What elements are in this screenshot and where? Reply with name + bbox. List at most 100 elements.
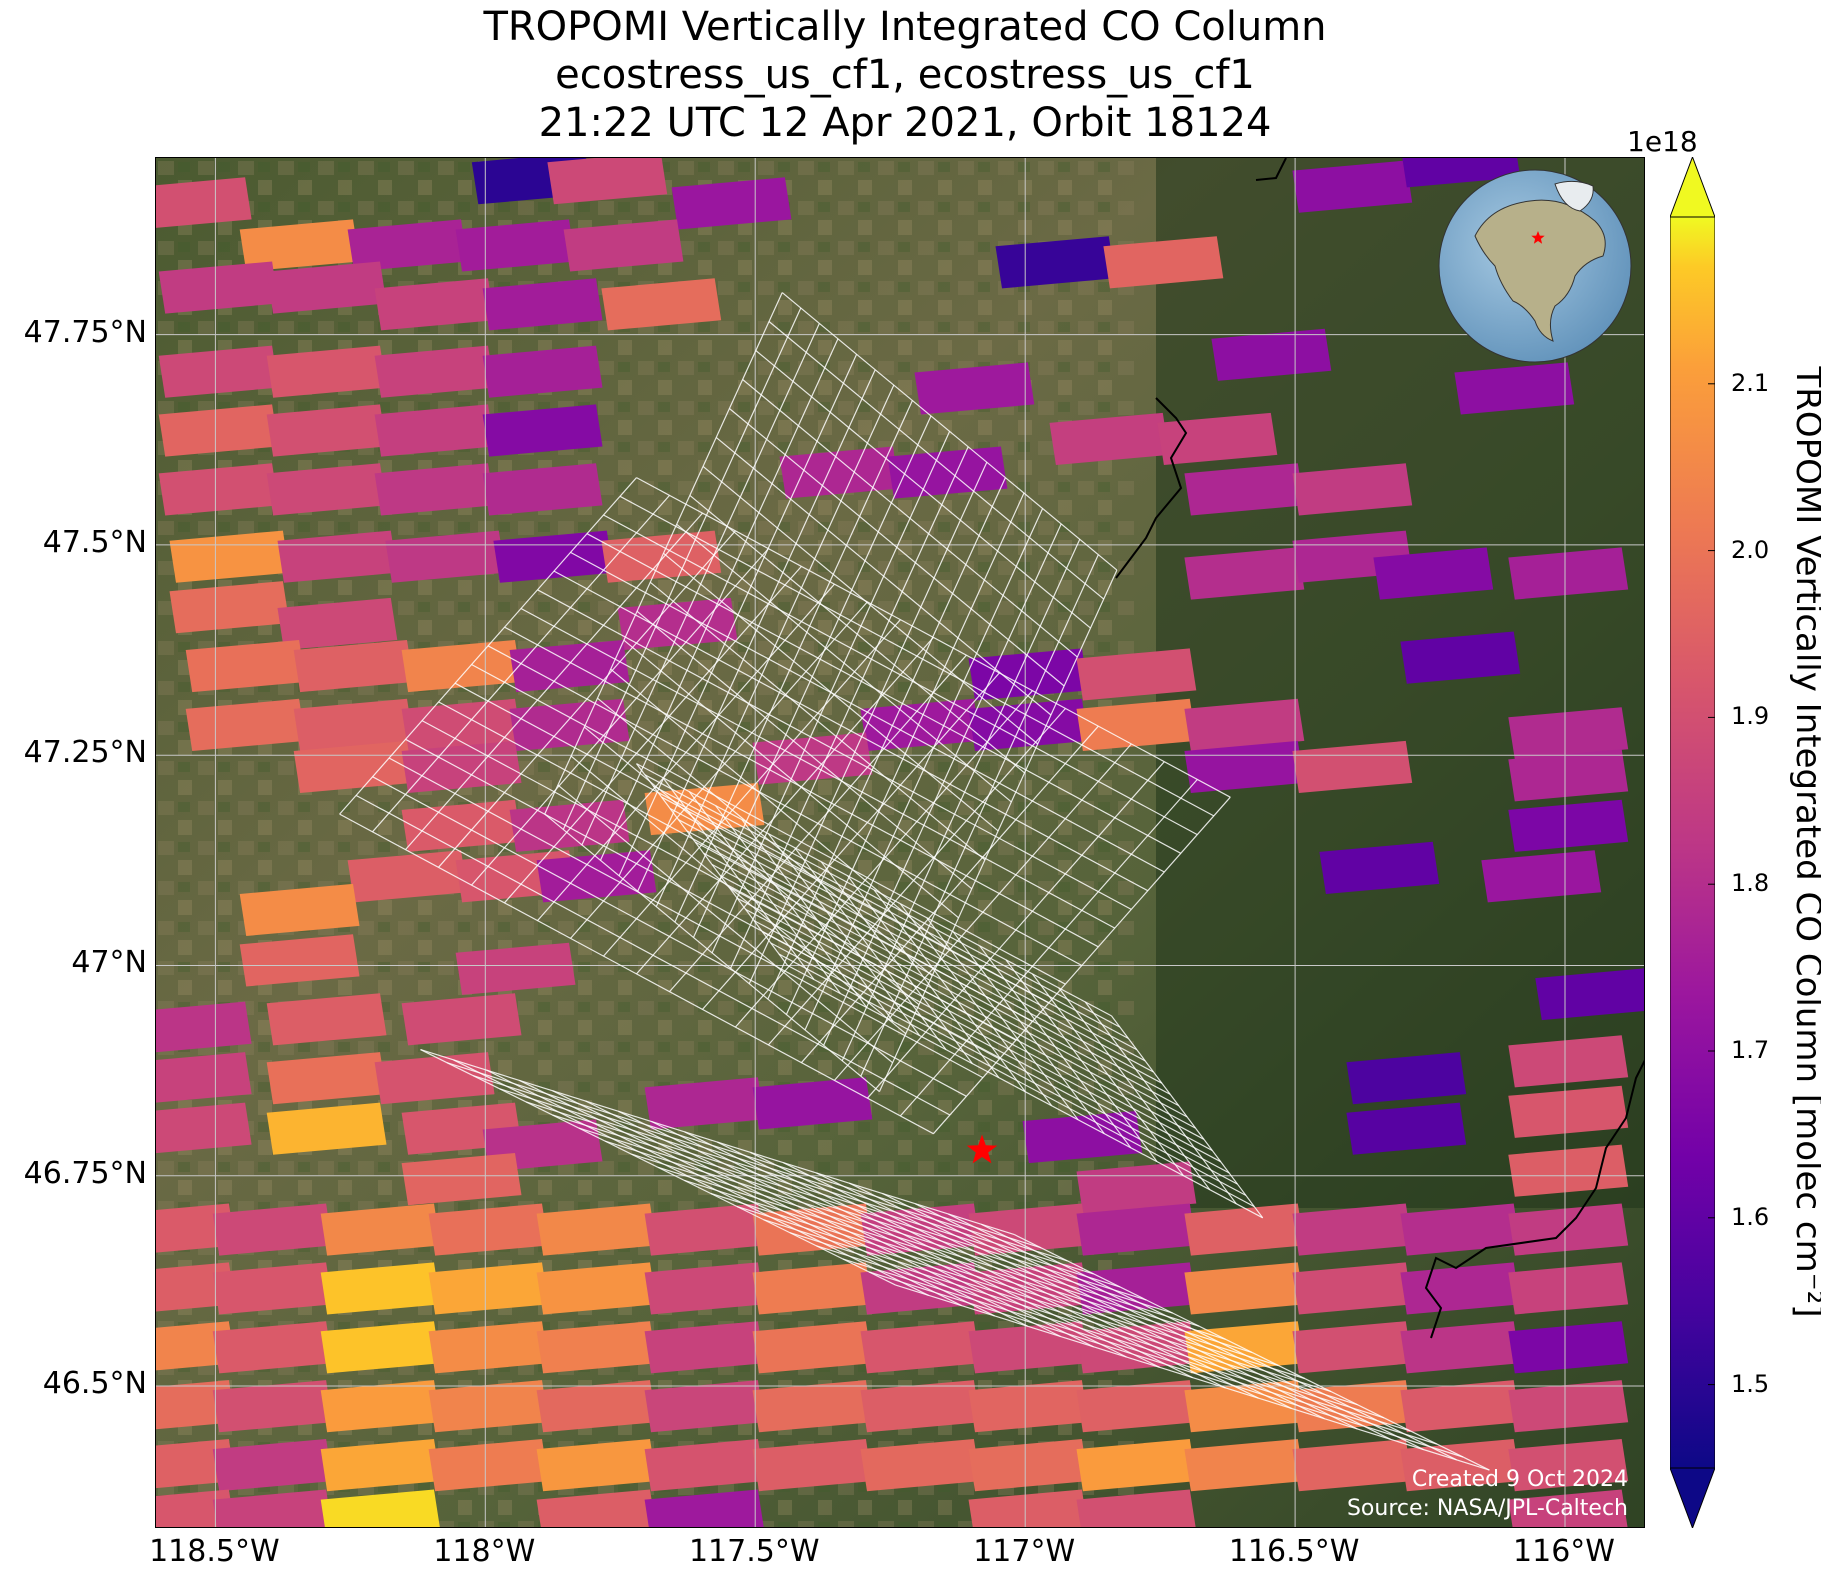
co-pixel (1292, 740, 1413, 793)
co-pixel (169, 530, 290, 583)
co-pixel (401, 640, 522, 693)
co-pixel (212, 1203, 333, 1256)
footprint-grid-line (388, 757, 984, 1079)
lake-shoreline-path (1115, 158, 1287, 579)
co-pixel (1157, 412, 1278, 465)
co-pixel (1508, 1203, 1629, 1256)
colorbar-label: TROPOMI Vertically Integrated CO Column … (1788, 366, 1821, 1318)
co-pixel (1103, 236, 1224, 289)
co-pixel (1076, 698, 1197, 751)
co-pixel (1292, 160, 1413, 213)
co-pixel (1076, 648, 1197, 701)
co-pixel (374, 278, 495, 331)
co-pixel (320, 1203, 441, 1256)
co-pixel (1346, 1052, 1467, 1105)
co-pixel (266, 345, 387, 398)
co-pixel (266, 261, 387, 314)
co-pixel (860, 1439, 981, 1492)
footprint-grid-line (678, 819, 1154, 1073)
co-pixel (320, 1489, 440, 1527)
co-pixel (320, 1321, 441, 1374)
co-pixel (428, 1262, 549, 1315)
co-pixel (644, 1321, 765, 1374)
co-pixel (158, 345, 279, 398)
co-pixel (156, 1001, 252, 1053)
footprint-grid-line (520, 607, 1116, 929)
co-pixel (1076, 1380, 1197, 1433)
co-pixel (1508, 1144, 1629, 1197)
co-pixel (1184, 547, 1305, 600)
co-pixel (1184, 463, 1305, 516)
co-pixel (536, 1439, 657, 1492)
co-pixel (779, 446, 900, 499)
footprint-grid-line (610, 668, 946, 948)
footprint-grid-line (781, 292, 1118, 571)
footprint-grid-line (636, 763, 1112, 1017)
co-pixel (156, 1052, 252, 1103)
co-pixel (752, 1262, 873, 1315)
lon-tick-label: 118.5°W (149, 1534, 280, 1569)
colorbar-tick-label: 1.5 (1731, 1369, 1770, 1398)
co-pixel (428, 1203, 549, 1256)
river-border-path (1424, 1059, 1644, 1339)
co-pixel (644, 1489, 764, 1527)
lat-tick-label: 46.75°N (23, 1155, 147, 1191)
footprint-grid-line (636, 610, 973, 890)
map-panel (155, 157, 1645, 1528)
co-pixel (1508, 1262, 1629, 1315)
co-pixel (1184, 1439, 1305, 1492)
co-pixel (509, 640, 630, 693)
lat-tick-label: 47.25°N (23, 735, 147, 771)
co-pixel (644, 1380, 765, 1433)
co-pixel (1292, 1321, 1413, 1374)
figure-subtitle-time: 21:22 UTC 12 Apr 2021, Orbit 18124 (538, 100, 1272, 146)
map-canvas (156, 158, 1644, 1527)
co-pixel (536, 1262, 657, 1315)
footprint-grid-line (631, 1153, 1226, 1340)
co-pixel (1508, 1321, 1629, 1374)
co-pixel (266, 1052, 387, 1105)
co-pixel (968, 1203, 1089, 1256)
site-marker-layer (966, 1134, 998, 1164)
colorbar-tick-label: 2.1 (1731, 368, 1770, 397)
footprint-grid-line (473, 1075, 1068, 1262)
co-pixel (1346, 1102, 1467, 1155)
footprint-grid-line (720, 875, 1196, 1129)
co-pixel (968, 1380, 1089, 1433)
footprint-grid-line (703, 852, 1179, 1107)
footprint-grid-line (372, 776, 967, 1097)
co-pixel (536, 1321, 657, 1374)
lat-tick-label: 46.5°N (42, 1366, 147, 1401)
co-pixel (644, 1077, 765, 1130)
footprint-grid-line (755, 350, 1091, 629)
co-pixel (1292, 1262, 1413, 1315)
co-pixel (671, 177, 792, 230)
co-pixel (1373, 547, 1494, 600)
co-pixel (860, 1321, 981, 1374)
co-pixel (385, 530, 506, 583)
co-pixel (347, 219, 468, 272)
footprint-grid-line (745, 908, 1221, 1163)
footprint-grid-line (787, 964, 1263, 1219)
co-pixel (401, 993, 522, 1046)
footprint-grid-line (619, 495, 1215, 817)
co-pixel (752, 1321, 873, 1374)
co-pixel (428, 1439, 549, 1492)
footprint-grid-line (728, 886, 1205, 1140)
co-pixel (601, 278, 722, 331)
co-pixel (1076, 1203, 1197, 1256)
lon-tick-label: 117.5°W (688, 1534, 820, 1569)
footprint-grid-line (603, 514, 1198, 836)
footprint-grid-line (544, 813, 880, 1093)
co-pixel (1292, 1439, 1413, 1492)
footprint-grid-line (762, 931, 1238, 1185)
co-pixel (536, 1380, 657, 1433)
colorbar (1670, 157, 1715, 1528)
footprint-grid-line (742, 379, 1078, 658)
lat-tick-label: 47.75°N (23, 314, 147, 350)
co-pixel (1184, 1262, 1305, 1315)
globe-locator-inset (1438, 169, 1632, 363)
co-pixel (482, 404, 603, 457)
co-pixel (482, 463, 603, 516)
